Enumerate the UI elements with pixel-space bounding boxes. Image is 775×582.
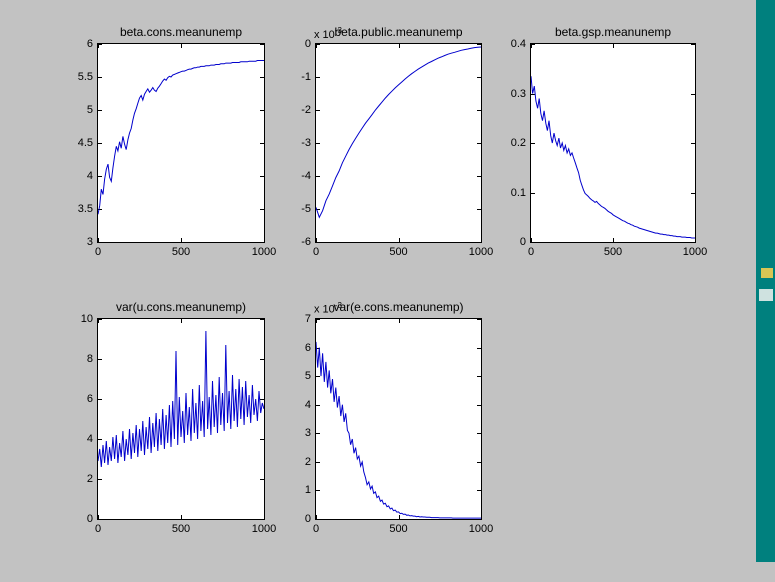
- y-tick-label: 0: [86, 513, 93, 525]
- y-tick-label: -5: [301, 203, 311, 215]
- x-tick-label: 500: [389, 523, 408, 535]
- y-tick-label: 4: [86, 433, 93, 445]
- y-tick-label: 3: [304, 427, 311, 440]
- x-tick-label: 500: [603, 246, 623, 258]
- y-tick-label: 4: [86, 170, 93, 182]
- y-tick-label: 5.5: [77, 71, 93, 83]
- exponent-power: -3: [334, 26, 342, 35]
- y-tick-label: 0: [519, 236, 526, 248]
- desktop-icon[interactable]: [761, 268, 773, 278]
- x-tick-label: 1000: [468, 523, 494, 535]
- y-tick-label: 4.5: [77, 137, 93, 149]
- trace-line: [98, 330, 264, 468]
- plot-canvas: [316, 44, 481, 242]
- exponent-power: -3: [334, 301, 342, 310]
- trace-line: [531, 76, 695, 239]
- figure-window: beta.cons.meanunemp 6 5.5 5 4.5 4 3.5 3 0 500 1000…: [0, 0, 756, 582]
- trace-line: [98, 60, 264, 215]
- x-tick-label: 0: [94, 246, 102, 258]
- y-tick-label: 7: [304, 313, 311, 325]
- y-tick-label: -1: [301, 71, 311, 83]
- y-tick-label: 6: [86, 393, 93, 405]
- subplot-beta-cons-meanunemp: beta.cons.meanunemp 6 5.5 5 4.5 4 3.5 3 0 500 1000: [78, 25, 277, 258]
- chart-title: var(u.cons.meanunemp): [115, 300, 247, 314]
- x-tick-label: 0: [312, 523, 320, 535]
- x-tick-label: 0: [527, 246, 535, 258]
- y-tick-label: 3: [86, 236, 93, 248]
- y-tick-label: 5: [304, 370, 311, 383]
- y-tick-label: 0.4: [510, 38, 526, 50]
- plot-canvas: [531, 44, 695, 242]
- y-tick-label: 10: [80, 313, 93, 325]
- y-tick-label: -2: [301, 104, 311, 116]
- x-tick-label: 500: [171, 246, 191, 258]
- trace-line: [316, 341, 481, 519]
- chart-title: beta.public.meanunemp: [334, 25, 463, 39]
- subplot-beta-gsp-meanunemp: beta.gsp.meanunemp 0.4 0.3 0.2 0.1 0 0 500 1000: [511, 25, 708, 258]
- x-tick-label: 500: [389, 246, 408, 258]
- subplot-beta-public-meanunemp: beta.public.meanunemp x 10-3 0 -1 -2 -3 -4 -5 -6…: [301, 25, 493, 258]
- y-tick-label: -6: [301, 236, 311, 248]
- y-tick-label: 0.1: [510, 186, 526, 199]
- y-tick-label: 5: [86, 104, 93, 116]
- chart-title: beta.cons.meanunemp: [119, 25, 243, 39]
- x-tick-label: 1000: [251, 523, 277, 535]
- y-tick-label: -3: [301, 137, 311, 149]
- subplot-var-e-cons-meanunemp: var(e.cons.meanunemp) x 10-3 7 6 5 4 3 2 1 0 0 500 1…: [305, 300, 493, 535]
- plot-canvas: [98, 44, 264, 242]
- y-tick-label: 6: [304, 341, 311, 354]
- x-tick-label: 1000: [468, 246, 494, 258]
- y-tick-label: 8: [86, 353, 93, 365]
- desktop-icon[interactable]: [759, 289, 773, 301]
- chart-title: beta.gsp.meanunemp: [554, 25, 672, 39]
- y-tick-label: 3.5: [77, 203, 93, 215]
- x-tick-label: 500: [171, 523, 191, 535]
- y-tick-label: 0: [304, 38, 311, 50]
- y-tick-label: 0: [304, 513, 311, 525]
- x-tick-label: 0: [94, 523, 102, 535]
- y-tick-label: 6: [86, 38, 93, 50]
- y-tick-label: 4: [304, 398, 311, 411]
- plot-canvas: [316, 319, 481, 519]
- y-tick-label: -4: [301, 170, 311, 182]
- y-tick-label: 0.3: [510, 87, 526, 100]
- axis-exponent-label: x 10-3: [314, 26, 342, 41]
- chart-title: var(e.cons.meanunemp): [333, 300, 464, 314]
- subplot-var-u-cons-meanunemp: var(u.cons.meanunemp) 10 8 6 4 2 0 0 500 1000: [81, 300, 276, 535]
- y-tick-label: 2: [304, 455, 311, 468]
- y-tick-label: 2: [86, 473, 93, 485]
- x-tick-label: 1000: [251, 246, 277, 258]
- exponent-base: x 10: [314, 28, 335, 41]
- trace-line: [316, 46, 481, 219]
- desktop-corner: [756, 562, 775, 582]
- exponent-base: x 10: [314, 303, 335, 316]
- desktop-background: [756, 0, 775, 582]
- x-tick-label: 0: [312, 246, 320, 258]
- plot-canvas: [98, 319, 264, 519]
- x-tick-label: 1000: [682, 246, 708, 258]
- axis-exponent-label: x 10-3: [314, 301, 342, 316]
- y-tick-label: 0.2: [510, 137, 526, 149]
- y-tick-label: 1: [304, 484, 311, 497]
